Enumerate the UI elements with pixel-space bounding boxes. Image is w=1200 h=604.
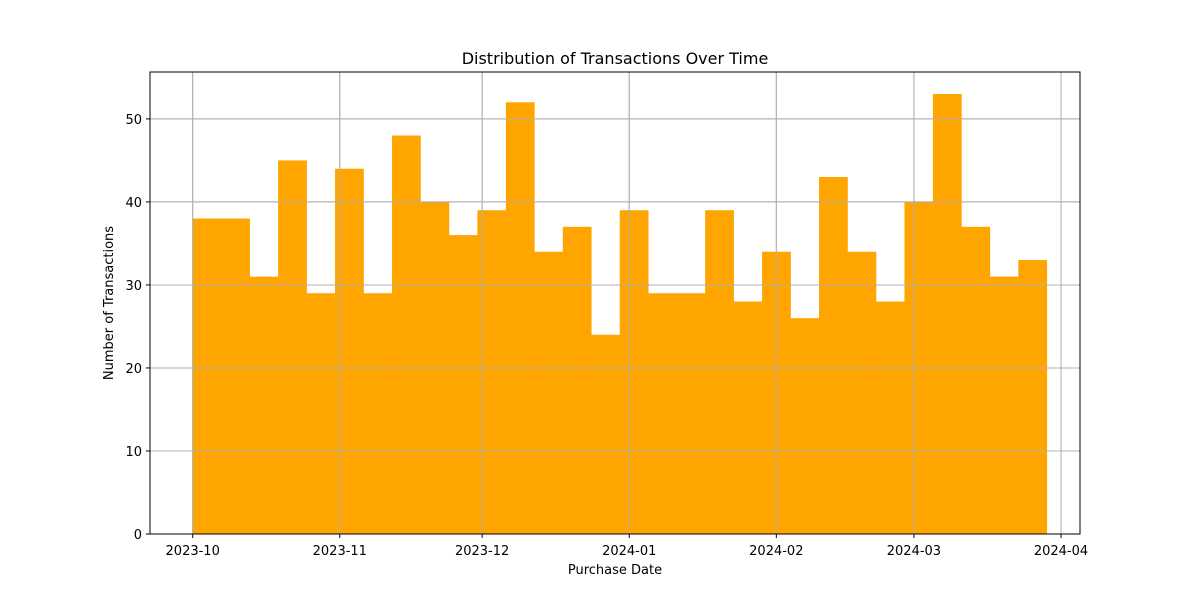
histogram-bar bbox=[391, 135, 421, 534]
histogram-bar bbox=[306, 293, 336, 534]
histogram-bar bbox=[505, 102, 535, 535]
x-tick-label: 2024-03 bbox=[887, 544, 941, 559]
histogram-bar bbox=[847, 251, 877, 535]
y-tick-label: 20 bbox=[125, 362, 142, 377]
x-tick-label: 2024-01 bbox=[602, 544, 656, 559]
x-tick-label: 2023-10 bbox=[166, 544, 220, 559]
histogram-bar bbox=[790, 318, 820, 534]
histogram-bar bbox=[705, 210, 734, 534]
histogram-bar bbox=[961, 226, 991, 534]
chart-title: Distribution of Transactions Over Time bbox=[462, 49, 769, 68]
histogram-bar bbox=[648, 293, 677, 534]
x-tick-label: 2023-11 bbox=[313, 544, 367, 559]
histogram-bar bbox=[591, 334, 621, 534]
histogram-bar bbox=[278, 160, 307, 534]
y-tick-label: 30 bbox=[125, 279, 142, 294]
x-axis-label: Purchase Date bbox=[568, 563, 662, 578]
histogram-bar bbox=[221, 218, 250, 534]
x-tick-label: 2023-12 bbox=[455, 544, 509, 559]
y-tick-label: 10 bbox=[125, 445, 142, 460]
histogram-bar bbox=[875, 301, 905, 534]
histogram-bar bbox=[676, 293, 706, 534]
x-tick-label: 2024-02 bbox=[749, 544, 803, 559]
histogram-bar bbox=[534, 251, 564, 535]
histogram-bar bbox=[363, 293, 393, 534]
histogram-bar bbox=[1018, 260, 1048, 534]
histogram-bar bbox=[989, 276, 1019, 534]
histogram-bar bbox=[619, 210, 649, 534]
y-tick-label: 40 bbox=[125, 196, 142, 211]
y-tick-label: 0 bbox=[134, 528, 142, 543]
histogram-bar bbox=[249, 276, 279, 534]
histogram-bar bbox=[192, 218, 222, 534]
x-tick-label: 2024-04 bbox=[1034, 544, 1088, 559]
histogram-bar bbox=[562, 226, 592, 534]
plot-frame bbox=[149, 71, 1081, 535]
y-axis-label: Number of Transactions bbox=[102, 226, 117, 380]
histogram-bar bbox=[819, 177, 848, 535]
y-tick-label: 50 bbox=[125, 113, 142, 128]
histogram-bar bbox=[448, 235, 478, 534]
histogram-bar bbox=[932, 94, 962, 534]
histogram-bar bbox=[733, 301, 763, 534]
